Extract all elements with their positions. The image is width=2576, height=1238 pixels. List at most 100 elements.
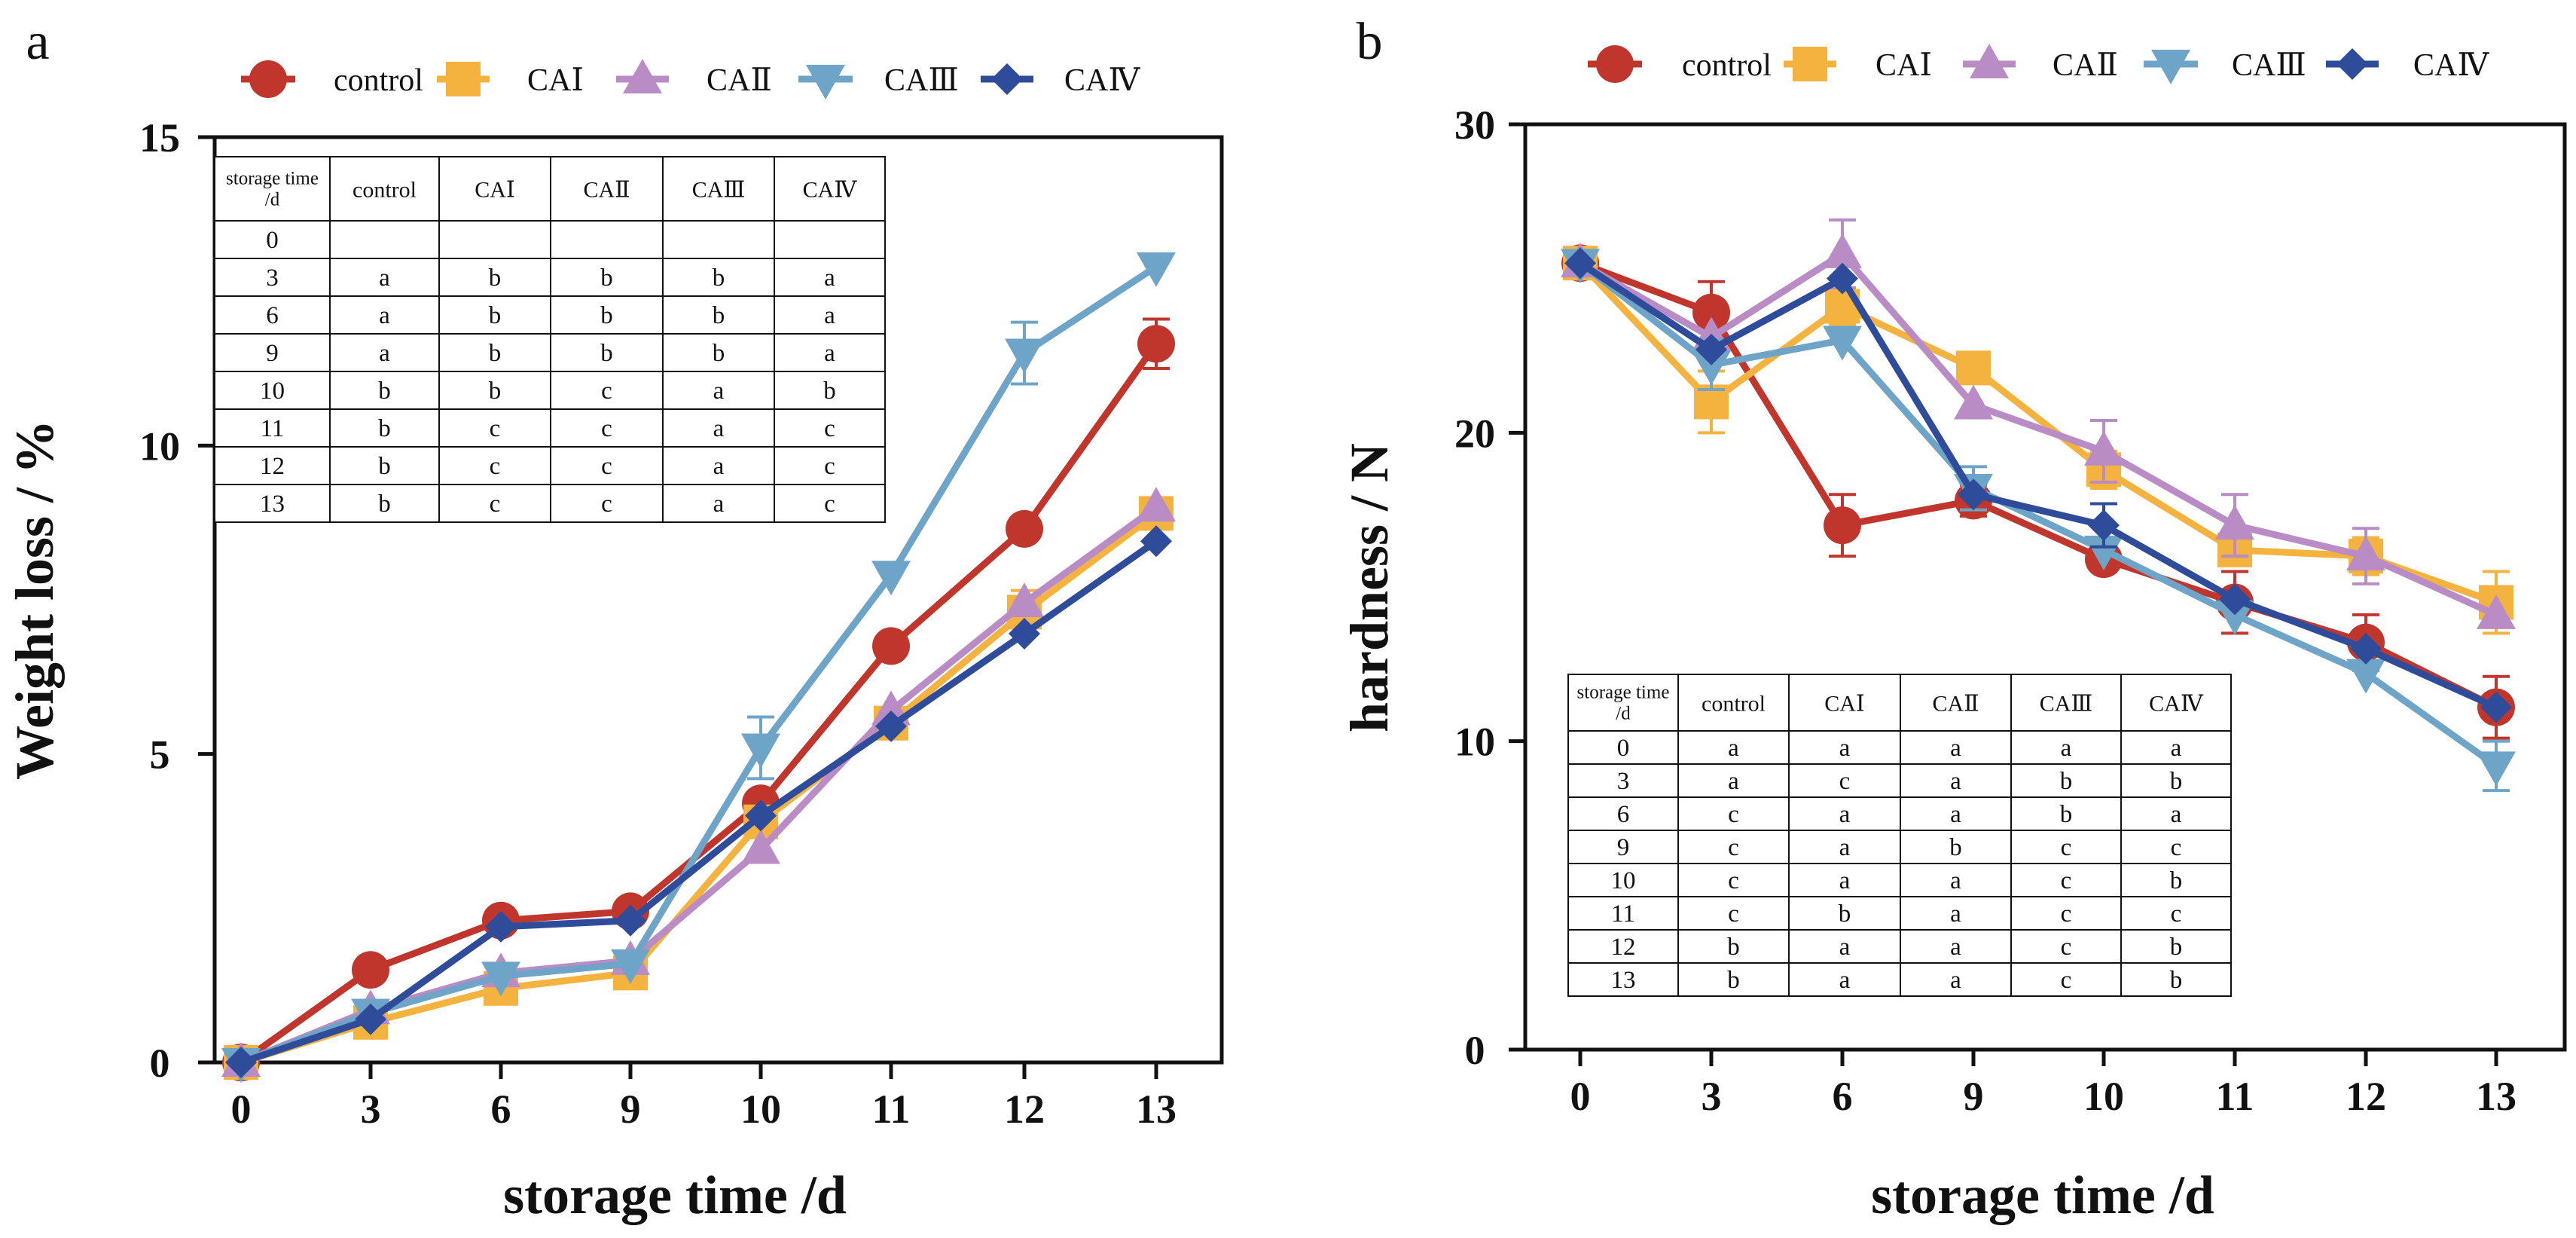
table-cell: a — [2061, 735, 2072, 762]
table-cell: 6 — [1617, 801, 1630, 828]
data-point — [2215, 505, 2254, 540]
data-point — [611, 949, 650, 985]
table-cell: b — [2170, 768, 2183, 795]
data-point — [1823, 233, 1862, 268]
data-point — [1823, 326, 1862, 361]
legend-item: CAⅡ — [1963, 44, 2118, 83]
table-cell: c — [490, 453, 501, 480]
legend-label: CAⅣ — [2413, 48, 2489, 83]
data-point — [872, 627, 910, 665]
y-tick-label: 0 — [150, 1041, 170, 1086]
x-tick-label: 6 — [491, 1087, 511, 1132]
table-cell: c — [601, 415, 612, 442]
table-cell: 13 — [260, 491, 285, 518]
legend-marker — [991, 63, 1023, 95]
data-point — [1695, 333, 1727, 365]
series-line — [1578, 260, 2498, 711]
table-cell: a — [1728, 735, 1739, 762]
table-cell: b — [713, 302, 725, 329]
data-point — [2477, 594, 2516, 629]
table-cell: 0 — [1617, 735, 1630, 762]
table-cell: b — [713, 264, 725, 292]
table-cell: b — [823, 378, 836, 405]
data-point — [1137, 325, 1175, 363]
data-point — [1140, 525, 1172, 558]
data-point — [1137, 252, 1176, 287]
table-cell: a — [713, 378, 725, 405]
table-header-cell: storage time/d — [1577, 683, 1670, 724]
legend-label: control — [1682, 48, 1772, 83]
table-cell: c — [824, 453, 835, 480]
table-cell: b — [489, 340, 502, 367]
data-point — [1958, 478, 1989, 511]
table-cell: a — [1728, 768, 1739, 795]
table-cell: 11 — [1611, 900, 1635, 928]
table-cell: 0 — [266, 227, 279, 254]
table-cell: c — [824, 491, 835, 518]
y-tick-label: 20 — [1454, 411, 1495, 456]
x-tick-label: 12 — [2346, 1074, 2386, 1119]
y-tick-label: 30 — [1454, 102, 1495, 148]
table-cell: a — [824, 302, 835, 329]
table-cell: a — [1839, 934, 1851, 961]
legend-marker — [446, 62, 481, 96]
legend-marker — [623, 59, 662, 93]
legend-item: CAⅢ — [2144, 48, 2306, 84]
series-4 — [225, 525, 1172, 1078]
table-cell: c — [601, 378, 612, 405]
chart-panel-a: a 0 5 10 15 0 3 6 9 10 11 12 13 storage time /d Weight… — [5, 13, 1224, 1225]
x-tick-label: 0 — [231, 1087, 252, 1132]
y-axis-title: hardness / N — [1339, 443, 1399, 732]
table-header-line: storage time — [226, 169, 319, 189]
data-point — [2477, 751, 2516, 787]
data-point — [225, 1047, 257, 1078]
table-cell: 9 — [266, 340, 279, 367]
plot-frame — [212, 135, 1224, 1065]
x-axis-title: storage time /d — [1871, 1165, 2214, 1225]
table-cell: b — [1727, 967, 1740, 994]
table-header-cell: CAⅠ — [475, 178, 515, 203]
series-line — [1578, 260, 2498, 769]
data-point — [1006, 509, 1043, 548]
legend-item: CAⅡ — [616, 59, 772, 98]
data-point — [871, 561, 911, 596]
data-point — [2346, 659, 2385, 694]
table-header-cell: CAⅣ — [803, 178, 858, 203]
data-point — [1137, 487, 1176, 522]
legend-marker — [806, 65, 845, 99]
table-cell: a — [1839, 967, 1851, 994]
table-cell: c — [490, 415, 501, 442]
table-cell: b — [2060, 768, 2073, 795]
x-tick-label: 13 — [2476, 1074, 2516, 1119]
data-point — [1956, 350, 1991, 386]
legend-label: CAⅣ — [1064, 63, 1140, 98]
x-tick-label: 11 — [871, 1087, 910, 1132]
table-cell: b — [489, 378, 502, 405]
table-cell: a — [1950, 768, 1961, 795]
table-cell: b — [2170, 867, 2183, 894]
data-point — [875, 710, 907, 742]
x-tick-label: 0 — [1570, 1074, 1591, 1119]
y-axis-title: Weight loss / % — [5, 420, 65, 780]
data-point — [1827, 262, 1858, 295]
legend-item: CAⅠ — [437, 62, 584, 98]
table-cell: a — [379, 302, 390, 329]
table-cell: 6 — [266, 302, 279, 329]
table-cell: a — [1950, 900, 1961, 928]
table-cell: c — [1728, 834, 1739, 861]
data-point — [741, 829, 780, 864]
table-header-line: /d — [265, 190, 280, 210]
table-cell: b — [1949, 834, 1962, 861]
legend-item: CAⅣ — [981, 63, 1140, 98]
table-cell: c — [2061, 967, 2072, 994]
data-point — [1824, 506, 1861, 545]
series-line — [240, 510, 1158, 1066]
data-point — [2480, 691, 2512, 723]
table-cell: c — [2061, 934, 2072, 961]
table-header-cell: CAⅠ — [1824, 692, 1865, 717]
table-header-cell: CAⅡ — [583, 178, 630, 203]
table-cell: a — [1950, 967, 1961, 994]
